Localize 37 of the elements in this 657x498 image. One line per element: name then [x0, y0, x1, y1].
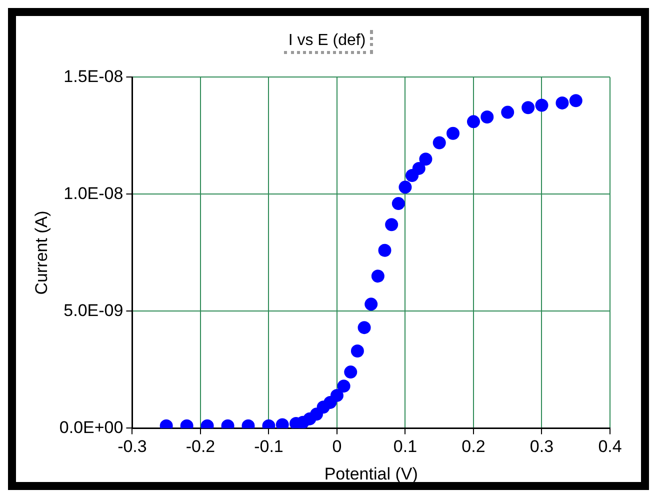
point — [378, 244, 392, 257]
y-tick-label: 1.5E-08 — [64, 66, 124, 86]
point — [501, 106, 514, 119]
point — [522, 101, 535, 114]
point — [466, 115, 480, 128]
point — [419, 152, 432, 166]
point — [392, 197, 405, 210]
x-tick-label: 0 — [332, 437, 342, 456]
y-tick-label: 0.0E+00 — [59, 418, 124, 437]
point — [337, 380, 350, 393]
x-tick-label: -0.1 — [254, 437, 284, 456]
x-tick-label: 0.2 — [462, 437, 486, 456]
point — [350, 344, 364, 358]
point — [432, 136, 446, 150]
x-tick-label: 0.3 — [530, 437, 554, 456]
point — [480, 110, 494, 124]
x-tick-label: 0.4 — [598, 437, 622, 456]
x-tick-label: -0.3 — [118, 437, 147, 456]
point — [535, 98, 548, 112]
y-tick-label: 1.0E-08 — [64, 184, 124, 203]
point — [364, 298, 378, 311]
point — [371, 270, 384, 283]
y-tick-label: 5.0E-09 — [64, 300, 124, 320]
x-axis-title: Potential (V) — [324, 464, 418, 484]
point — [556, 96, 569, 110]
x-tick-label: -0.2 — [186, 437, 216, 456]
point — [446, 126, 460, 140]
point — [569, 94, 582, 108]
point — [330, 388, 344, 402]
y-axis-title: Current (A) — [32, 210, 51, 295]
point — [385, 218, 398, 232]
point — [398, 180, 412, 194]
point — [344, 366, 358, 379]
x-tick-label: 0.1 — [393, 437, 418, 456]
point — [358, 321, 371, 334]
point — [412, 162, 426, 175]
chart-title: I vs E (def) — [284, 30, 373, 54]
